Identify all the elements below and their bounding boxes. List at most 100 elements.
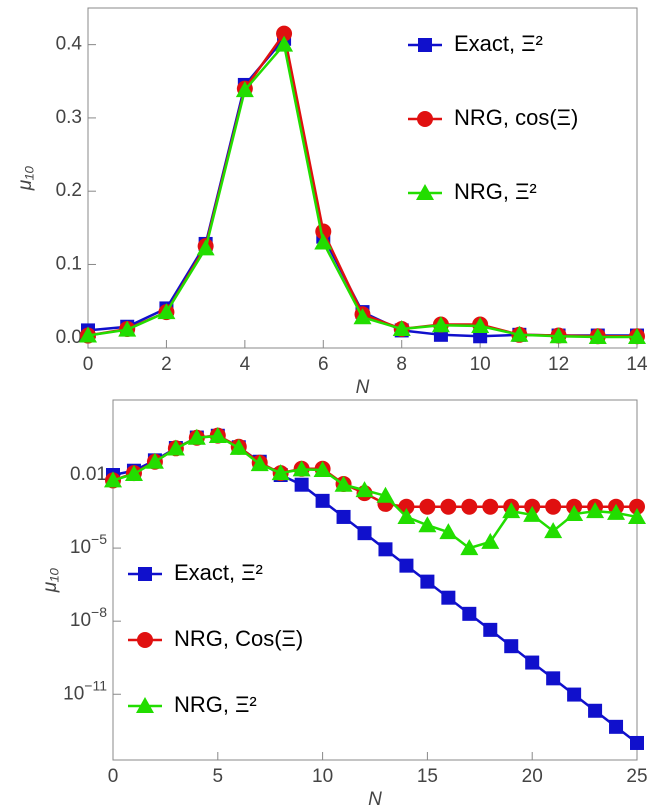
data-point <box>145 452 164 469</box>
x-tick-label: 0 <box>108 766 119 787</box>
legend-marker <box>137 632 153 648</box>
data-point <box>460 539 479 556</box>
data-point <box>118 320 137 337</box>
data-point <box>607 503 626 520</box>
data-point <box>397 507 416 524</box>
y-tick-label: 0.3 <box>56 107 82 128</box>
series-line <box>87 41 637 339</box>
legend-label: NRG, cos(Ξ) <box>454 105 578 130</box>
x-tick-label: 6 <box>318 354 329 375</box>
series-line <box>112 434 638 550</box>
x-tick-label: 12 <box>548 354 569 375</box>
data-point <box>609 719 624 734</box>
data-point <box>523 505 542 522</box>
x-tick-label: 5 <box>213 766 224 787</box>
data-point <box>419 498 436 515</box>
plot-frame <box>112 399 638 761</box>
data-point <box>441 590 456 605</box>
data-point <box>378 542 393 557</box>
data-point <box>586 502 605 519</box>
y-tick-label: 0.1 <box>56 253 82 274</box>
data-point <box>628 507 646 524</box>
x-tick-label: 14 <box>626 354 648 375</box>
x-tick-label: 20 <box>522 766 543 787</box>
y-tick-label: 10−11 <box>63 677 107 704</box>
data-point <box>483 622 498 637</box>
y-axis-label: μ₁₀ <box>40 568 61 593</box>
legend-marker <box>418 38 432 52</box>
data-point <box>235 81 254 98</box>
data-point <box>355 481 374 498</box>
data-point <box>629 498 645 515</box>
data-point <box>276 25 293 42</box>
data-point <box>166 439 185 456</box>
data-point <box>502 502 521 519</box>
x-tick-label: 15 <box>417 766 438 787</box>
data-point <box>357 526 372 541</box>
data-point <box>353 308 372 325</box>
y-axis-label: μ₁₀ <box>15 166 36 191</box>
y-tick-label: 0.01 <box>70 464 107 485</box>
x-axis-label: N <box>356 377 370 398</box>
data-point <box>471 317 490 334</box>
data-point <box>431 316 450 333</box>
data-point <box>481 532 500 549</box>
legend-label: NRG, Cos(Ξ) <box>174 626 303 651</box>
data-point <box>196 239 215 256</box>
data-point <box>250 455 269 472</box>
data-point <box>462 606 477 621</box>
data-point <box>418 516 437 533</box>
legend-label: Exact, Ξ² <box>174 560 263 585</box>
data-point <box>482 498 499 515</box>
legend-label: Exact, Ξ² <box>454 31 543 56</box>
data-point <box>79 326 97 343</box>
plot-frame <box>87 7 638 349</box>
data-point <box>313 461 332 478</box>
series-line <box>87 35 637 338</box>
data-point <box>628 328 646 345</box>
data-point <box>398 498 415 515</box>
x-tick-label: 10 <box>312 766 333 787</box>
data-point <box>187 428 206 445</box>
data-point <box>157 303 176 320</box>
x-tick-label: 0 <box>83 354 94 375</box>
data-point <box>229 438 248 455</box>
x-tick-label: 8 <box>396 354 407 375</box>
data-point <box>336 509 351 524</box>
data-point <box>546 671 561 686</box>
data-point <box>399 558 414 573</box>
data-point <box>275 35 294 52</box>
data-point <box>208 426 227 443</box>
legend-label: NRG, Ξ² <box>174 692 257 717</box>
data-point <box>104 471 122 488</box>
data-point <box>461 498 478 515</box>
data-point <box>565 505 584 522</box>
x-tick-label: 4 <box>240 354 251 375</box>
data-point <box>567 687 582 702</box>
series-line <box>87 30 637 338</box>
data-point <box>504 639 519 654</box>
data-point <box>292 460 311 477</box>
data-point <box>314 233 333 250</box>
data-point <box>544 522 563 539</box>
x-tick-label: 25 <box>626 766 647 787</box>
data-point <box>376 486 395 503</box>
y-tick-label: 0.2 <box>56 180 82 201</box>
data-point <box>525 655 540 670</box>
legend-marker <box>416 184 434 200</box>
legend-marker <box>136 697 154 713</box>
data-point <box>440 498 457 515</box>
data-point <box>124 465 143 482</box>
x-tick-label: 2 <box>161 354 172 375</box>
y-tick-label: 0.4 <box>56 34 83 55</box>
y-tick-label: 10−5 <box>70 531 107 558</box>
y-tick-label: 0.0 <box>56 327 82 348</box>
legend-marker <box>417 111 433 127</box>
data-point <box>545 498 562 515</box>
data-point <box>588 328 607 345</box>
data-point <box>549 327 568 344</box>
legend-label: NRG, Ξ² <box>454 179 537 204</box>
data-point <box>588 703 603 718</box>
data-point <box>510 325 529 342</box>
data-point <box>439 523 458 540</box>
